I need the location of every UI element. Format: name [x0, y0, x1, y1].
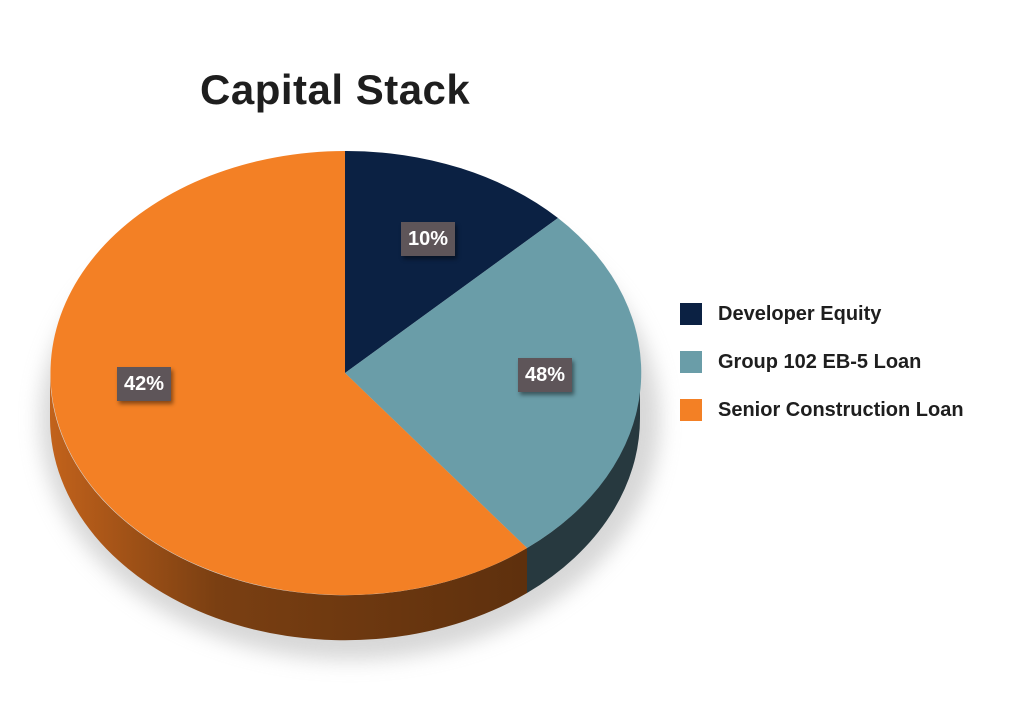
legend-label: Developer Equity — [718, 302, 882, 325]
legend-label: Group 102 EB-5 Loan — [718, 350, 922, 373]
slice-eb5-loan — [345, 218, 642, 548]
slice-developer-equity — [345, 150, 558, 373]
legend-item-eb5-loan: Group 102 EB-5 Loan — [680, 338, 964, 386]
legend-item-developer-equity: Developer Equity — [680, 290, 964, 338]
legend-swatch-navy — [680, 303, 702, 325]
slice-label-developer-equity: 10% — [401, 222, 456, 256]
slice-label-senior-construction-loan: 42% — [117, 367, 172, 401]
legend-label: Senior Construction Loan — [718, 398, 964, 421]
chart-title: Capital Stack — [200, 66, 471, 113]
side-eb5-loan — [527, 373, 641, 593]
legend-swatch-orange — [680, 399, 702, 421]
legend: Developer Equity Group 102 EB-5 Loan Sen… — [680, 290, 964, 434]
slice-label-eb5-loan: 48% — [518, 358, 573, 392]
legend-swatch-teal — [680, 351, 702, 373]
legend-item-senior-construction-loan: Senior Construction Loan — [680, 386, 964, 434]
side-senior-construction-loan — [49, 373, 527, 641]
slice-senior-construction-loan — [50, 151, 527, 595]
